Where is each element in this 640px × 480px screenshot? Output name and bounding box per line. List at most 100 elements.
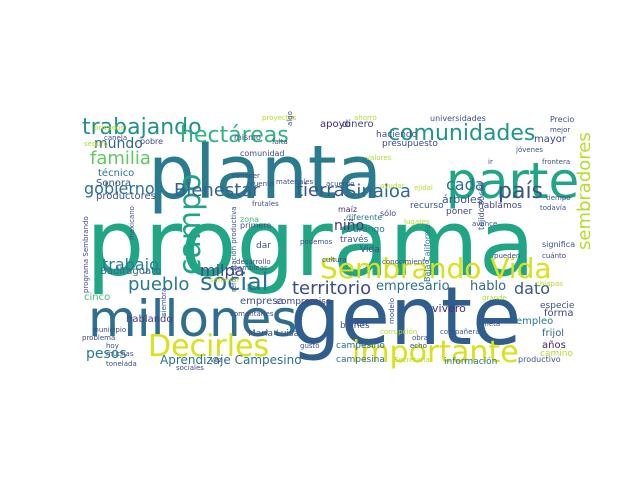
word-social: social <box>200 268 268 296</box>
word-cloud-background <box>78 110 586 366</box>
word-millones: millones <box>88 290 297 348</box>
word-precio: Precio <box>550 115 574 124</box>
word-frutales: frutales <box>252 200 279 208</box>
word-sinaloa: Sinaloa <box>345 181 411 202</box>
word-empresario: empresario <box>376 279 450 294</box>
word-conocimiento: conocimiento <box>382 258 429 266</box>
word-zona: zona <box>240 215 259 224</box>
word-milpa: milpa <box>200 261 244 280</box>
word-valores: valores <box>366 154 392 162</box>
word-mayor: mayor <box>534 134 567 145</box>
word-empleo: empleo <box>516 316 553 327</box>
word-cuanto: cuánto <box>542 252 566 260</box>
word-corrupcion: corrupción <box>380 328 417 336</box>
word-bien: bien <box>348 319 367 329</box>
word-programa: programa <box>86 190 535 297</box>
word-podemos: podemos <box>300 238 333 246</box>
word-secretaria: Secretaría <box>394 356 430 364</box>
word-solo: sólo <box>380 208 396 218</box>
word-vivero: vivero <box>432 302 466 315</box>
word-ahorro: ahorro <box>354 114 377 122</box>
word-importante: importante <box>352 335 519 370</box>
word-gobierno: gobierno <box>84 179 155 198</box>
word-anos: años <box>542 340 566 351</box>
word-pueblo: pueblo <box>128 274 189 295</box>
word-planta: planta <box>148 130 382 216</box>
word-hablando: hablando <box>126 314 173 325</box>
word-dinero: dinero <box>342 119 374 130</box>
word-siembra: siembra <box>160 288 168 316</box>
word-ayudar: ayudar <box>380 182 405 190</box>
word-cultura: cultura <box>322 256 347 264</box>
word-territorio: territorio <box>292 278 371 299</box>
word-forma: forma <box>544 308 573 319</box>
word-meta: meta <box>482 320 500 328</box>
word-programa-sembrando: programa Sembrando <box>82 216 90 293</box>
word-sembradores: sembradores <box>574 132 595 250</box>
word-problema: problema <box>82 334 115 342</box>
word-privados: privados <box>94 124 124 132</box>
word-diferente: diferente <box>346 213 382 222</box>
word-dato: dato <box>514 279 550 298</box>
word-aprendizaje-campesino: Aprendizaje Campesino <box>160 353 302 367</box>
word-compromiso: compromiso <box>276 297 332 307</box>
word-cinco: cinco <box>84 292 110 303</box>
word-maria-luisa: María Luisa <box>248 329 299 339</box>
word-mexicano: mexicano <box>128 206 136 240</box>
word-parte: parte <box>446 152 579 210</box>
word-materiales: materiales <box>276 178 314 186</box>
word-vida: Vida <box>360 245 380 255</box>
word-bienestar: Bienestar <box>174 180 260 201</box>
word-desarrollo: desarrollo <box>236 258 271 266</box>
word-mundo: mundo <box>94 136 143 152</box>
word-grande: grande <box>482 294 507 302</box>
word-gente: gente <box>290 270 521 363</box>
word-decirles: Decirles <box>148 329 269 364</box>
word-mejor: mejor <box>550 126 570 134</box>
word-modelo: modelo <box>388 298 396 324</box>
word-tejido-social: tejido social <box>477 182 486 230</box>
word-falta: falta <box>272 138 288 146</box>
word-comunidad: comunidad <box>240 149 285 158</box>
word-badiraguato: Badiraguato <box>100 266 161 277</box>
word-especie: especie <box>540 301 575 311</box>
word-reforestacion-productiva: reforestación productiva <box>230 206 238 292</box>
word-conocer: conocer <box>232 172 260 180</box>
word-comentarles: comentarles <box>230 310 274 318</box>
word-frontera: frontera <box>542 158 570 166</box>
word-durango: Durango <box>346 225 385 235</box>
word-campesino: campesino <box>336 341 385 351</box>
word-vez: vez <box>210 356 222 364</box>
word-significa: significa <box>542 240 575 249</box>
word-hablo: hablo <box>470 279 506 294</box>
word-tierra: tierra <box>296 180 345 201</box>
word-maiz: maíz <box>338 205 357 214</box>
word-sonora: Sonora <box>96 178 131 189</box>
word-pesos: pesos <box>86 346 127 362</box>
word-asambleas: asambleas <box>230 264 268 272</box>
word-campesina: campesina <box>336 355 385 365</box>
word-frijol: frijol <box>542 328 564 339</box>
word-dar: dar <box>256 241 271 251</box>
word-familia: familia <box>90 148 151 169</box>
word-lugares: lugares <box>404 218 430 226</box>
word-canela: canela <box>104 134 127 142</box>
word-cuenta: cuenta <box>250 180 274 188</box>
word-informacion: información <box>444 356 497 367</box>
word-pobre: pobre <box>140 137 163 146</box>
word-muchas: muchas <box>106 350 134 358</box>
word-gusto: gusto <box>300 342 320 350</box>
word-baja-california: Baja California <box>423 224 432 282</box>
word-cada: cada <box>446 175 485 194</box>
word-sembrando-vida: Sembrando Vida <box>320 252 552 285</box>
word-sembrar: sembrar <box>210 276 239 284</box>
word-echo: echo <box>410 342 427 350</box>
word-pueden: pueden <box>494 252 520 260</box>
word-comunidades: comunidades <box>388 121 535 146</box>
word-companeras: compañeras <box>440 328 484 336</box>
word-empresa: empresa <box>240 296 284 307</box>
word-campo: campo <box>173 174 208 276</box>
word-proyectos: proyectos <box>262 114 297 122</box>
word-sociales: sociales <box>176 364 204 372</box>
